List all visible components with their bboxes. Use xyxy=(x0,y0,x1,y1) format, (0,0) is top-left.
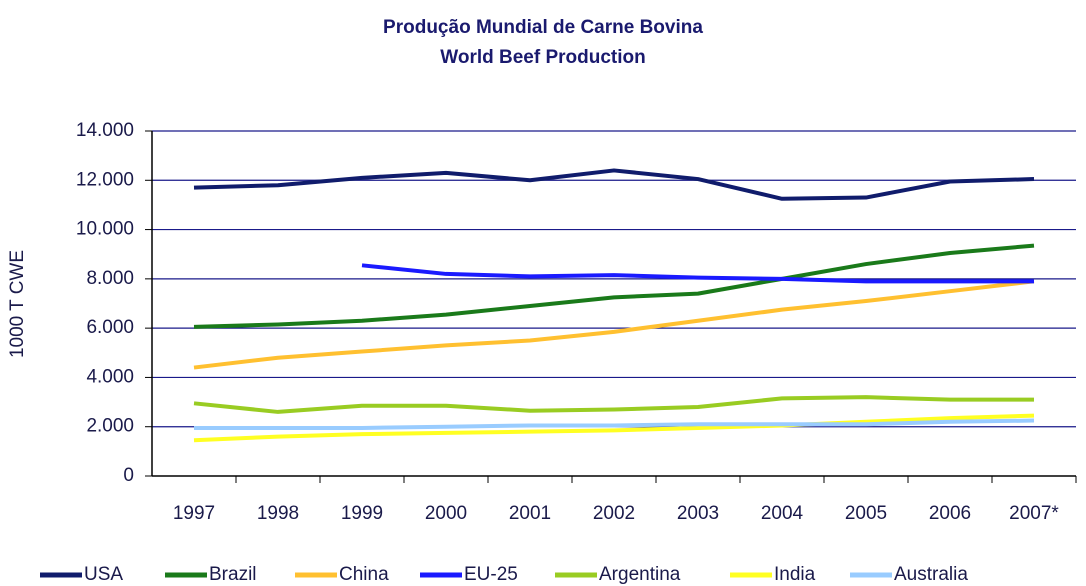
x-tick-label: 2005 xyxy=(845,503,887,524)
series-line xyxy=(361,263,1034,284)
series-line xyxy=(193,168,1035,201)
y-tick-label: 4.000 xyxy=(86,366,134,387)
x-tick-label: 2004 xyxy=(761,503,804,524)
x-tick-label: 2006 xyxy=(929,503,971,524)
y-tick-label: 12.000 xyxy=(76,169,134,190)
y-tick-label: 6.000 xyxy=(86,317,134,338)
series-line xyxy=(194,418,1035,430)
x-tick-label: 2002 xyxy=(593,503,635,524)
y-tick-label: 2.000 xyxy=(86,416,134,437)
chart-title: Produção Mundial de Carne Bovina xyxy=(383,17,703,38)
series-line xyxy=(193,243,1035,329)
x-tick-label: 2000 xyxy=(425,503,467,524)
legend-label: China xyxy=(339,564,389,585)
series-line xyxy=(193,279,1035,370)
y-tick-label: 8.000 xyxy=(86,268,134,289)
y-tick-label: 10.000 xyxy=(76,219,134,240)
x-tick-label: 2007* xyxy=(1009,503,1059,524)
chart-subtitle: World Beef Production xyxy=(440,47,645,68)
y-tick-label: 0 xyxy=(123,465,134,486)
x-tick-label: 2003 xyxy=(677,503,719,524)
series-line xyxy=(193,395,1034,414)
legend-label: India xyxy=(774,564,816,585)
legend-label: USA xyxy=(84,564,123,585)
legend-label: Brazil xyxy=(209,564,257,585)
x-tick-label: 1998 xyxy=(257,503,299,524)
legend-label: EU-25 xyxy=(464,564,518,585)
legend-label: Australia xyxy=(894,564,968,585)
y-tick-label: 14.000 xyxy=(76,120,134,141)
x-tick-label: 1999 xyxy=(341,503,383,524)
x-tick-label: 2001 xyxy=(509,503,551,524)
y-axis-label: 1000 T CWE xyxy=(7,250,28,358)
legend-label: Argentina xyxy=(599,564,681,585)
series-line xyxy=(193,413,1035,443)
x-tick-label: 1997 xyxy=(173,503,215,524)
